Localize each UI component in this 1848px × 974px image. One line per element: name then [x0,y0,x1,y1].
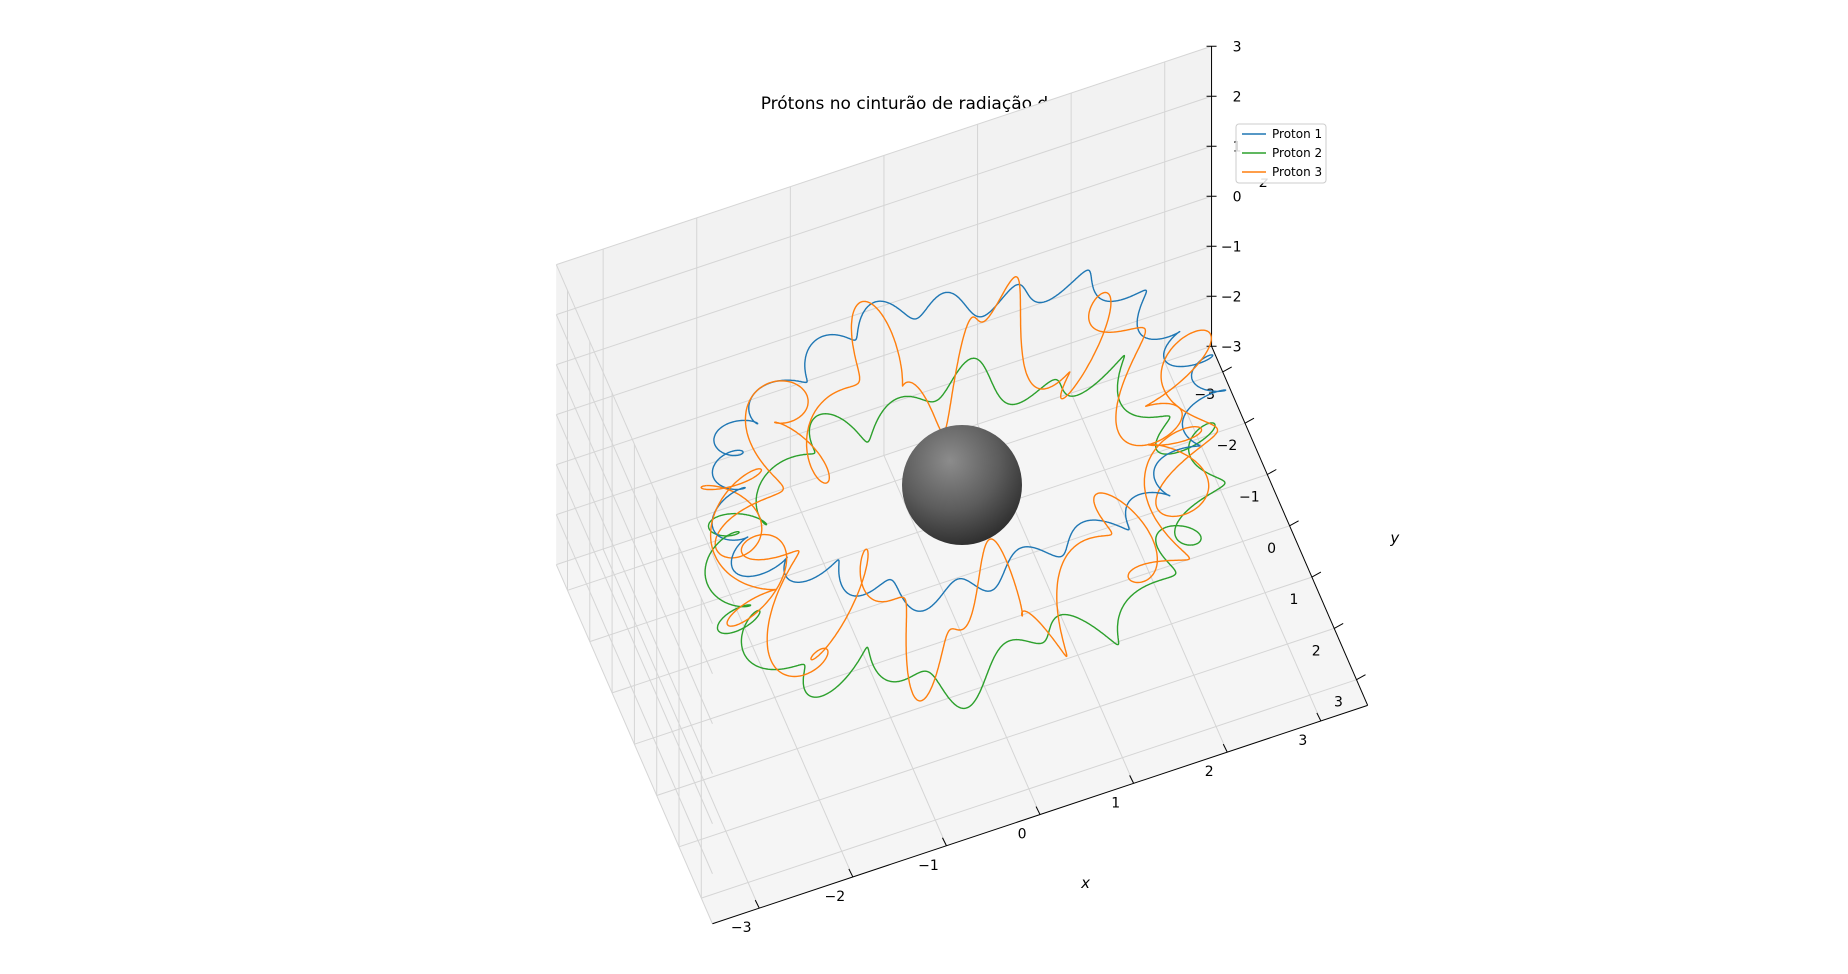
grid-back-z [556,145,1212,366]
z-tick-label: −3 [1221,339,1242,355]
z-tick-label: −2 [1221,289,1242,305]
y-tick-mark [1311,571,1322,578]
grid-left-z [555,314,713,674]
y-tick-label: 0 [1267,541,1276,557]
grid-floor-y [656,576,1313,796]
series-line-proton-3-front [700,426,1203,702]
x-tick-label: 2 [1205,764,1214,780]
grid-floor-y [701,679,1357,899]
series-line-proton-1-front [711,439,1201,612]
grid-left-z [555,564,713,924]
legend-box [1235,123,1327,184]
grid-floor-y [589,422,1246,643]
y-tick-label: −1 [1239,490,1260,506]
grid-back-z [556,45,1212,266]
grid-back-z [556,345,1212,566]
z-tick-label: −1 [1221,239,1242,255]
y-tick-label: 1 [1289,592,1298,608]
grid-left-z [555,464,713,824]
x-axis-label: x [1080,874,1090,892]
series-line-proton-2-front [704,525,1202,710]
legend: Proton 1 Proton 2 Proton 3 [1235,123,1327,184]
x-tick-mark [942,837,947,846]
grid-back-z [556,95,1212,316]
grid-left-z [555,364,713,724]
x-tick-label: 1 [1111,795,1120,811]
x-tick-label: −3 [731,920,752,936]
series-line-proton-3-back [706,276,1212,559]
grid-left-z [555,414,713,774]
y-tick-mark [1267,469,1277,475]
legend-label-proton-3: Proton 3 [1272,165,1322,179]
grid-lines [555,45,1357,924]
y-tick-label: 2 [1312,643,1321,659]
y-tick-mark [1289,520,1299,527]
grid-left-z [555,514,713,874]
legend-label-proton-1: Proton 1 [1272,127,1322,141]
legend-label-proton-2: Proton 2 [1272,146,1322,160]
y-tick-mark [1333,622,1344,629]
x-tick-label: −1 [918,858,939,874]
y-axis-label: y [1389,529,1400,547]
x-tick-mark [1222,743,1228,753]
grid-floor-y [634,525,1290,745]
grid-left-z [555,264,713,624]
x-tick-mark [1129,775,1135,784]
grid-floor-y [678,627,1335,848]
x-tick-label: 0 [1018,827,1027,843]
y-tick-label: −2 [1217,438,1238,454]
y-tick-mark [1244,417,1255,424]
trajectories-front [700,426,1203,710]
y-tick-mark [1222,366,1232,373]
y-tick-mark [1356,674,1366,681]
grid-back-z [556,295,1212,516]
z-tick-label: 3 [1233,39,1242,55]
x-tick-mark [1035,806,1041,815]
grid-floor-y [567,371,1223,591]
series-line-proton-3-back [1147,359,1219,518]
x-tick-mark [1316,712,1322,722]
earth-sphere [902,425,1022,545]
grid-back-z [556,245,1212,466]
series-line-proton-1-back [713,269,1213,457]
grid-back-z [556,195,1212,416]
x-tick-mark [754,899,760,909]
x-tick-mark [848,868,854,878]
x-tick-label: 3 [1298,733,1307,749]
z-tick-label: 2 [1233,89,1242,105]
x-tick-label: −2 [825,889,846,905]
y-tick-label: 3 [1334,695,1343,711]
z-tick-label: 0 [1233,189,1242,205]
